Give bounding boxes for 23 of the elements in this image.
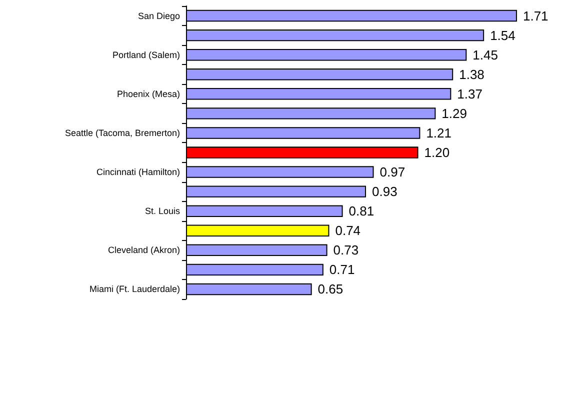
y-tick-label: Cleveland (Akron): [108, 245, 180, 256]
data-label: 0.81: [348, 204, 374, 219]
y-tick-label: Portland (Salem): [112, 50, 180, 60]
data-label: 0.71: [329, 262, 355, 278]
y-tick-label: St. Louis: [144, 206, 180, 216]
data-label: 0.74: [335, 223, 361, 238]
data-label: 1.21: [426, 125, 452, 140]
data-label: 0.73: [333, 242, 359, 258]
data-label: 1.37: [457, 86, 482, 102]
data-label: 1.29: [442, 106, 467, 121]
data-label: 0.97: [380, 164, 406, 180]
y-tick-label: Phoenix (Mesa): [116, 88, 180, 99]
data-label: 1.71: [522, 8, 548, 24]
y-tick-label: Cincinnati (Hamilton): [96, 167, 180, 178]
data-label: 1.54: [490, 28, 516, 43]
data-label: 0.65: [318, 282, 344, 297]
data-label: 0.93: [372, 184, 398, 200]
y-tick-label: San Diego: [138, 10, 180, 21]
y-tick-label: Seattle (Tacoma, Bremerton): [64, 128, 180, 138]
data-label: 1.38: [459, 66, 484, 82]
y-tick-label: Miami (Ft. Lauderdale): [89, 284, 180, 294]
data-label: 1.45: [472, 47, 498, 62]
data-label: 1.20: [424, 145, 450, 160]
